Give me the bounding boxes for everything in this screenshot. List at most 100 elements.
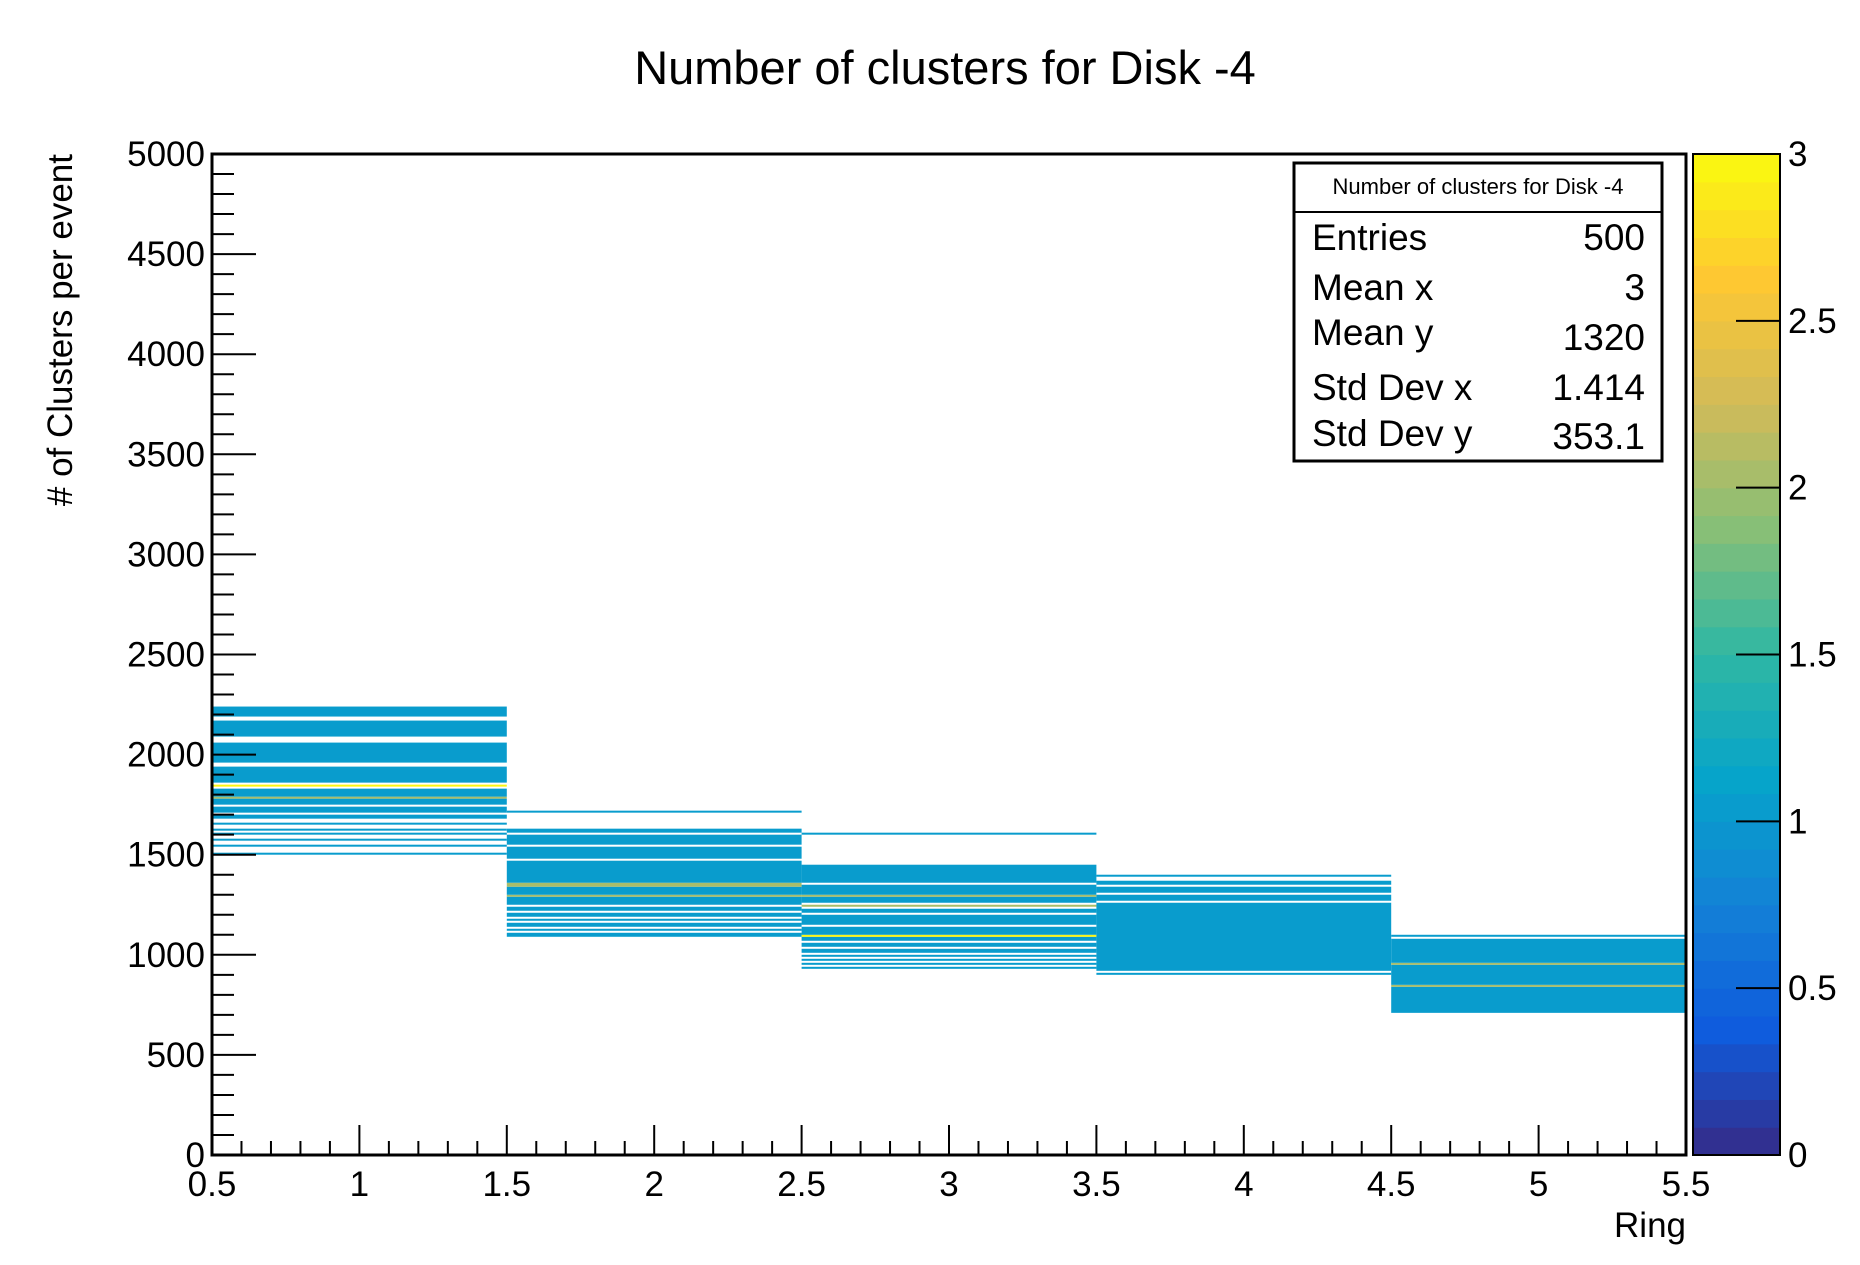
colorbar-segment xyxy=(1693,293,1780,322)
x-tick-label: 2.5 xyxy=(777,1165,826,1204)
bin-cell-ring4-3 xyxy=(1096,886,1392,893)
bin-cell-ring3-3 xyxy=(801,954,1097,957)
colorbar-tick-label: 1.5 xyxy=(1788,636,1837,675)
bin-cell-ring5-5 xyxy=(1391,934,1686,937)
y-tick-label: 4500 xyxy=(127,235,205,274)
y-tick-label: 4000 xyxy=(127,335,205,374)
bin-cell-ring4-0 xyxy=(1096,972,1392,975)
y-tick-label: 1500 xyxy=(127,836,205,875)
bin-cell-ring5-0 xyxy=(1391,986,1686,1013)
stats-label-std-dev-x: Std Dev x xyxy=(1312,367,1473,408)
colorbar-tick-label: 0.5 xyxy=(1788,969,1837,1008)
bin-cell-ring4-1 xyxy=(1096,902,1392,971)
colorbar-tick-label: 0 xyxy=(1788,1136,1807,1175)
bin-cell-ring2-5 xyxy=(506,906,802,911)
bin-cell-ring3-9 xyxy=(801,914,1097,925)
bin-cell-ring1-5 xyxy=(212,822,507,825)
bin-cell-ring2-4 xyxy=(506,912,802,917)
y-tick-label: 2500 xyxy=(127,636,205,675)
bin-cell-ring4-2 xyxy=(1096,894,1392,901)
stats-box: Number of clusters for Disk -4 Entries 5… xyxy=(1292,161,1664,463)
colorbar-segment xyxy=(1693,181,1780,211)
colorbar-segment xyxy=(1693,682,1780,711)
bin-cell-ring2-9 xyxy=(506,882,802,887)
bin-cell-ring5-3 xyxy=(1391,962,1686,965)
bin-cell-ring1-10 xyxy=(212,788,507,797)
stats-label-entries: Entries xyxy=(1312,217,1427,258)
bin-cell-ring3-0 xyxy=(801,966,1097,969)
colorbar-segment xyxy=(1693,654,1780,683)
chart-title: Number of clusters for Disk -4 xyxy=(634,41,1256,94)
colorbar-segment xyxy=(1693,237,1780,266)
bin-cell-ring3-5 xyxy=(801,942,1097,947)
bin-cell-ring2-13 xyxy=(506,828,802,833)
bin-cell-ring2-7 xyxy=(506,894,802,897)
y-tick-label: 2000 xyxy=(127,736,205,775)
colorbar-segment xyxy=(1693,765,1780,795)
stats-label-mean-x: Mean x xyxy=(1312,267,1434,308)
colorbar-segment xyxy=(1693,432,1780,461)
bin-cell-ring3-8 xyxy=(801,926,1097,935)
bin-cell-ring1-12 xyxy=(212,766,507,783)
bin-cell-ring1-13 xyxy=(212,742,507,763)
colorbar-segment xyxy=(1693,209,1780,239)
bin-cell-ring2-6 xyxy=(506,896,802,905)
stats-value-entries: 500 xyxy=(1583,217,1645,258)
colorbar-segment xyxy=(1693,320,1780,350)
colorbar-labels: 0 0.5 1 1.5 2 2.5 3 xyxy=(1736,135,1837,1175)
colorbar-segment xyxy=(1693,710,1780,739)
colorbar-segment xyxy=(1693,459,1780,489)
colorbar-segment xyxy=(1693,515,1780,544)
bin-cell-ring4-4 xyxy=(1096,880,1392,885)
bin-cell-ring2-2 xyxy=(506,922,802,927)
plot-cells xyxy=(212,706,1686,1013)
bin-cell-ring1-1 xyxy=(212,844,507,847)
colorbar-segment xyxy=(1693,876,1780,906)
x-tick-label: 3 xyxy=(939,1165,958,1204)
bin-cell-ring1-9 xyxy=(212,796,507,799)
bin-cell-ring3-12 xyxy=(801,896,1097,903)
colorbar-segment xyxy=(1693,1071,1780,1100)
stats-label-std-dev-y: Std Dev y xyxy=(1312,413,1473,454)
colorbar-segment xyxy=(1693,1043,1780,1073)
bin-cell-ring1-14 xyxy=(212,720,507,737)
bin-cell-ring3-6 xyxy=(801,936,1097,941)
bin-cell-ring1-2 xyxy=(212,838,507,841)
bin-cell-ring3-15 xyxy=(801,864,1097,883)
colorbar-segment xyxy=(1693,598,1780,628)
colorbar-segment xyxy=(1693,793,1780,822)
colorbar-segment xyxy=(1693,265,1780,294)
bin-cell-ring1-4 xyxy=(212,828,507,831)
bin-cell-ring2-10 xyxy=(506,860,802,883)
y-axis-label: # of Clusters per event xyxy=(41,154,80,506)
colorbar-tick-label: 2 xyxy=(1788,469,1807,508)
bin-cell-ring3-14 xyxy=(801,884,1097,895)
colorbar-segment xyxy=(1693,737,1780,767)
bin-cell-ring1-7 xyxy=(212,806,507,813)
bin-cell-ring3-11 xyxy=(801,904,1097,907)
bin-cell-ring3-16 xyxy=(801,832,1097,835)
stats-box-title: Number of clusters for Disk -4 xyxy=(1333,174,1624,199)
x-tick-label: 1.5 xyxy=(482,1165,531,1204)
bin-cell-ring3-4 xyxy=(801,948,1097,953)
y-tick-label: 0 xyxy=(186,1136,205,1175)
y-tick-label: 5000 xyxy=(127,135,205,174)
x-tick-label: 4.5 xyxy=(1367,1165,1416,1204)
x-tick-label: 0.5 xyxy=(188,1165,237,1204)
colorbar-segment xyxy=(1693,1099,1780,1128)
colorbar-tick-label: 1 xyxy=(1788,802,1807,841)
bin-cell-ring1-6 xyxy=(212,814,507,819)
colorbar-segment xyxy=(1693,404,1780,433)
colorbar-segment xyxy=(1693,988,1780,1017)
colorbar-segment xyxy=(1693,376,1780,405)
colorbar-segment xyxy=(1693,904,1780,934)
bin-cell-ring1-11 xyxy=(212,784,507,787)
bin-cell-ring2-11 xyxy=(506,846,802,859)
colorbar-segment xyxy=(1693,960,1780,989)
x-tick-label: 2 xyxy=(644,1165,663,1204)
colorbar-segment xyxy=(1693,821,1780,850)
bin-cell-ring1-0 xyxy=(212,852,507,855)
colorbar-segment xyxy=(1693,543,1780,572)
stats-value-std-dev-x: 1.414 xyxy=(1552,367,1645,408)
